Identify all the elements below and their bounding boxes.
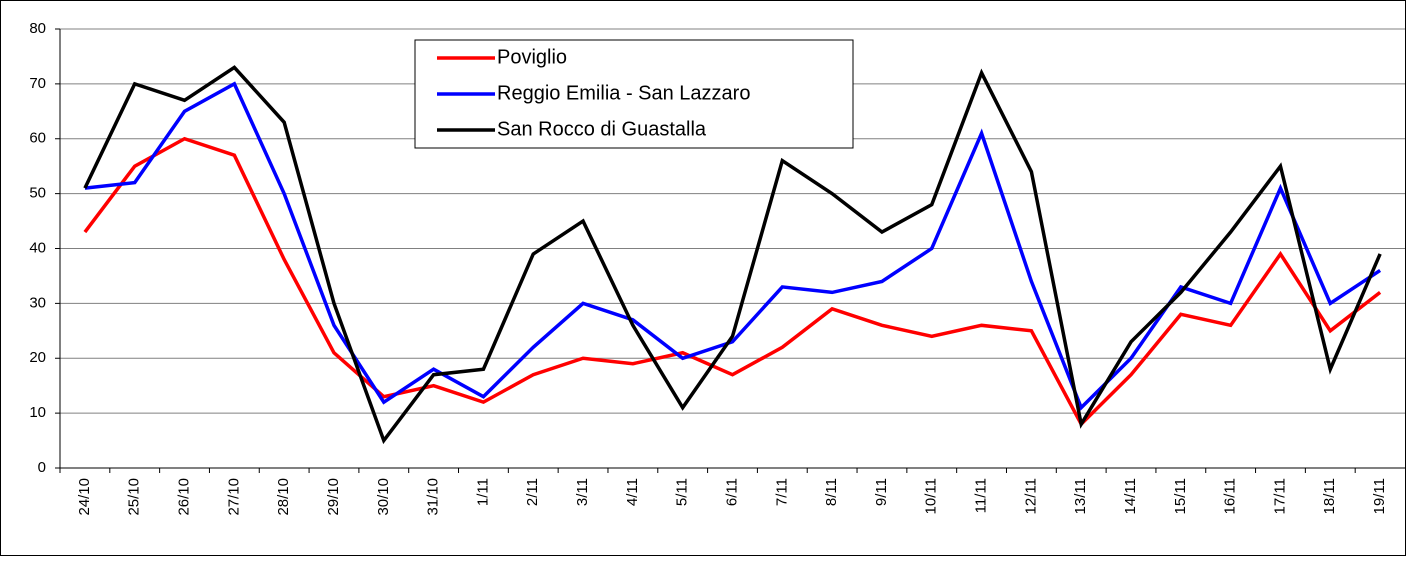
x-tick-label: 27/10	[225, 478, 242, 516]
x-tick-label: 2/11	[524, 478, 541, 506]
x-tick-label: 18/11	[1321, 478, 1338, 514]
x-tick-label: 13/11	[1072, 478, 1089, 514]
legend-label: Reggio Emilia - San Lazzaro	[497, 82, 750, 104]
y-tick-label: 30	[29, 294, 46, 311]
y-tick-label: 80	[29, 20, 46, 37]
y-tick-label: 60	[29, 130, 46, 147]
y-tick-label: 40	[29, 239, 46, 256]
line-series	[83, 65, 1382, 445]
y-tick-label: 70	[29, 75, 46, 92]
x-tick-label: 24/10	[76, 478, 93, 516]
x-tick-label: 12/11	[1022, 478, 1039, 514]
x-tick-label: 15/11	[1172, 478, 1189, 514]
x-tick-label: 11/11	[973, 478, 990, 513]
x-tick-label: 19/11	[1371, 478, 1388, 514]
line-series	[83, 136, 1382, 427]
x-tick-label: 1/11	[474, 478, 491, 506]
x-tick-label: 5/11	[674, 478, 691, 506]
x-tick-label: 30/10	[375, 478, 392, 516]
x-tick-label: 3/11	[574, 478, 591, 506]
x-tick-label: 25/10	[126, 478, 143, 516]
y-tick-label: 0	[38, 459, 46, 476]
x-tick-label: 28/10	[275, 478, 292, 516]
y-tick-label: 10	[29, 404, 46, 421]
legend-label: San Rocco di Guastalla	[497, 118, 707, 140]
x-tick-label: 29/10	[325, 478, 342, 516]
y-tick-label: 50	[29, 185, 46, 202]
x-tick-label: 4/11	[624, 478, 641, 506]
legend-label: Poviglio	[497, 46, 567, 68]
x-tick-label: 8/11	[823, 478, 840, 506]
x-tick-label: 7/11	[773, 478, 790, 506]
x-tick-label: 31/10	[425, 478, 442, 516]
x-tick-label: 6/11	[723, 478, 740, 506]
y-tick-label: 20	[29, 349, 46, 366]
x-tick-label: 14/11	[1122, 478, 1139, 514]
x-tick-label: 26/10	[176, 478, 193, 516]
x-tick-label: 9/11	[873, 478, 890, 506]
x-tick-label: 16/11	[1222, 478, 1239, 514]
x-tick-label: 10/11	[923, 478, 940, 514]
x-tick-label: 17/11	[1271, 478, 1288, 514]
